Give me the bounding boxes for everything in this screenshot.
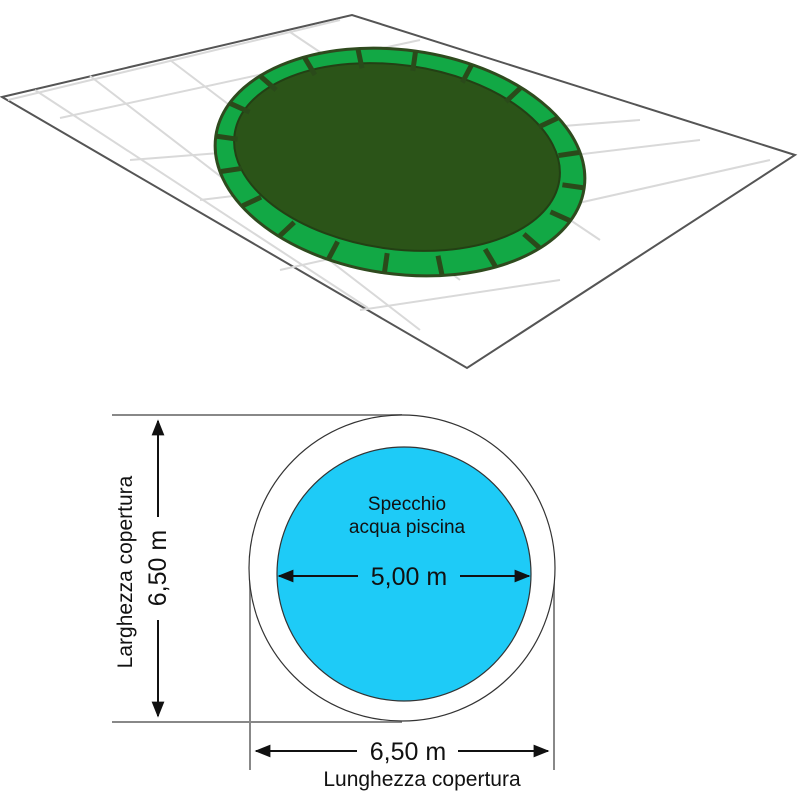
rim-strap [549, 209, 571, 223]
cover-length-label: Lunghezza copertura [323, 768, 521, 791]
rim-strap [435, 255, 445, 276]
rim-strap [410, 51, 418, 72]
rim-strap [259, 74, 278, 92]
cover-width-value: 6,50 m [144, 530, 172, 606]
rim-strap [220, 165, 242, 174]
pool-label-line1: Specchio [368, 494, 446, 515]
rim-strap [558, 150, 580, 159]
rim-strap [537, 115, 559, 130]
rim-strap [229, 101, 251, 115]
rim-strap [278, 220, 296, 238]
rim-strap [562, 182, 584, 191]
rim-strap [302, 56, 318, 77]
rim-straps [216, 48, 584, 276]
pool-water [276, 446, 532, 702]
rim-strap [326, 240, 340, 260]
perspective-view [0, 13, 798, 370]
rim-strap [460, 64, 474, 84]
rim-strap [382, 252, 390, 273]
pool-label-line2: acqua piscina [349, 517, 466, 538]
rim-strap [482, 247, 498, 268]
cover-length-value: 6,50 m [370, 738, 446, 766]
pool-diameter: 5,00 m [371, 563, 447, 591]
rim-strap [241, 194, 263, 209]
cover-width-label: Larghezza copertura [114, 475, 137, 668]
plan-view: Specchio acqua piscina 5,00 m 6,50 m Lar… [112, 414, 556, 791]
rim-strap [216, 133, 238, 142]
rim-strap [355, 48, 365, 69]
rim-strap [504, 86, 522, 104]
cover-center [233, 62, 561, 252]
rim-strap [522, 232, 541, 250]
